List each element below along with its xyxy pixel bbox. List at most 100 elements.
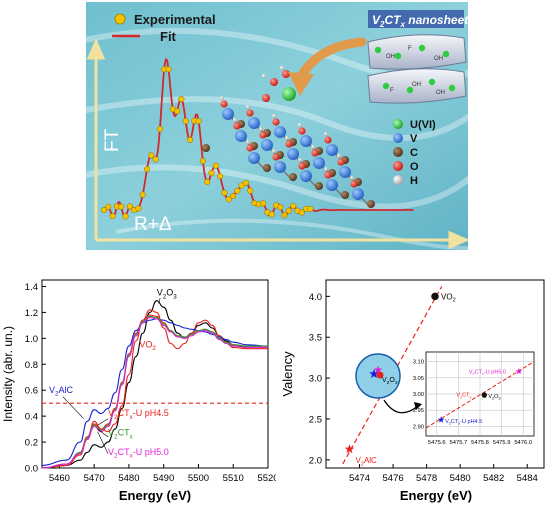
legend-experimental-marker	[114, 13, 126, 25]
y-tick-label: 0.4	[25, 412, 38, 423]
inset-y-tick-label: 3.05	[413, 376, 424, 382]
nanosheet-title: V2CTx nanosheets	[372, 13, 468, 29]
sheet-u-dot	[394, 52, 402, 60]
c-atom	[341, 191, 349, 199]
series-line-5	[41, 317, 268, 469]
x-tick-label: 5470	[84, 473, 105, 484]
inset-y-tick-label: 2.95	[413, 408, 424, 414]
curved-arrow-head	[288, 72, 314, 96]
atom-legend-label: V	[410, 133, 418, 145]
h-atom	[259, 127, 263, 131]
series-line-0	[41, 300, 268, 469]
inset-y-tick-label: 3.10	[413, 360, 424, 366]
x-tick-label: 5500	[188, 473, 209, 484]
ft-marker	[199, 158, 206, 165]
o-atom	[298, 127, 306, 135]
ft-marker	[225, 196, 232, 203]
ft-marker	[178, 96, 185, 103]
v-atom	[326, 144, 338, 156]
o-atom	[246, 144, 254, 152]
v-atom	[300, 170, 312, 182]
o-atom	[220, 100, 228, 108]
atom-legend-marker	[393, 161, 403, 171]
ft-marker	[165, 66, 172, 73]
ft-marker	[118, 203, 125, 210]
nanosheet-inset: V2CTx nanosheets OH F OH F OH OH	[367, 10, 468, 104]
valency-fit-line	[342, 286, 443, 465]
o-atom	[324, 136, 332, 144]
magnifier-star-magenta	[373, 365, 383, 374]
ft-marker	[290, 202, 297, 209]
inset-point-0	[515, 367, 523, 375]
ft-marker	[139, 191, 146, 198]
sheet-label-5: OH	[436, 90, 445, 96]
inset-point-3	[437, 416, 445, 423]
h-atom	[298, 158, 302, 162]
xanes-y-ticks: 0.0 0.2 0.4 0.6 0.8 1.0 1.2 1.4	[25, 282, 46, 475]
magnifier-arrow	[383, 399, 419, 414]
ft-marker	[148, 152, 155, 159]
sheet-u-dot	[382, 82, 390, 90]
sheet-u-dot	[448, 84, 456, 92]
inset-x-tick-label: 5475.8	[471, 440, 489, 446]
illustration-x-label: R+Δ	[134, 214, 172, 235]
inset-point-label: V2CTx	[456, 393, 471, 400]
series-annotation: V2O3	[157, 288, 178, 301]
inset-point-label: V2O3	[488, 394, 500, 401]
x-tick-label: 5484	[517, 473, 538, 484]
o-atom	[282, 70, 290, 78]
inset-x-tick-label: 5476.0	[514, 440, 532, 446]
legend-fit-label: Fit	[160, 29, 177, 44]
ft-marker	[105, 203, 112, 210]
inset-x-tick-label: 5475.6	[428, 440, 446, 446]
sheet-label-0: OH	[386, 54, 395, 60]
x-tick-label: 5478	[416, 473, 437, 484]
valency-plot-frame	[325, 279, 545, 469]
v-atom	[274, 161, 286, 173]
magnifier-points: V2O3	[369, 365, 398, 386]
ft-marker	[100, 206, 108, 214]
ft-marker	[307, 205, 314, 212]
h-atom	[350, 176, 354, 180]
ft-marker	[268, 211, 275, 218]
exafs-illustration-panel: FT R+Δ Experimental Fit V2CTx nanosheets…	[86, 2, 468, 250]
valency-point-label: V2AlC	[355, 456, 377, 467]
h-atom	[337, 154, 341, 158]
valency-point-0	[431, 292, 439, 301]
v-atom	[313, 157, 325, 169]
inset-point-2	[481, 392, 487, 398]
ft-marker	[247, 187, 254, 194]
h-atom	[246, 105, 250, 109]
atom-legend-label: U(VI)	[410, 119, 436, 131]
valency-point-label: VO2	[441, 292, 456, 303]
ft-marker	[135, 205, 142, 212]
ft-marker	[260, 200, 267, 207]
y-tick-label: 0.2	[25, 438, 38, 449]
v-atom	[300, 135, 312, 147]
inset-x-tick-label: 5475.7	[450, 440, 468, 446]
y-tick-label: 3.5	[309, 333, 322, 344]
y-tick-label: 0.6	[25, 386, 38, 397]
x-tick-label: 5476	[383, 473, 404, 484]
sheet-u-dot	[406, 86, 414, 94]
illustration-axes	[86, 38, 468, 250]
ft-marker	[221, 189, 228, 196]
series-line-1	[41, 309, 268, 469]
x-tick-label: 5482	[483, 473, 504, 484]
sheet-u-dot	[442, 50, 450, 58]
ft-marker	[174, 108, 181, 115]
atom-legend-label: C	[410, 147, 418, 159]
y-tick-label: 1.0	[25, 334, 38, 345]
sheet-label-3: F	[390, 88, 394, 94]
ft-marker	[234, 187, 241, 194]
u-atom	[282, 87, 296, 101]
xanes-series	[41, 300, 269, 469]
o-atom	[350, 180, 358, 188]
v-atom	[352, 188, 364, 200]
inset-fit-line	[425, 361, 535, 429]
v-atom	[261, 139, 273, 151]
ft-marker	[285, 207, 292, 214]
y-tick-label: 0.0	[25, 464, 38, 475]
x-tick-label: 5520	[257, 473, 276, 484]
